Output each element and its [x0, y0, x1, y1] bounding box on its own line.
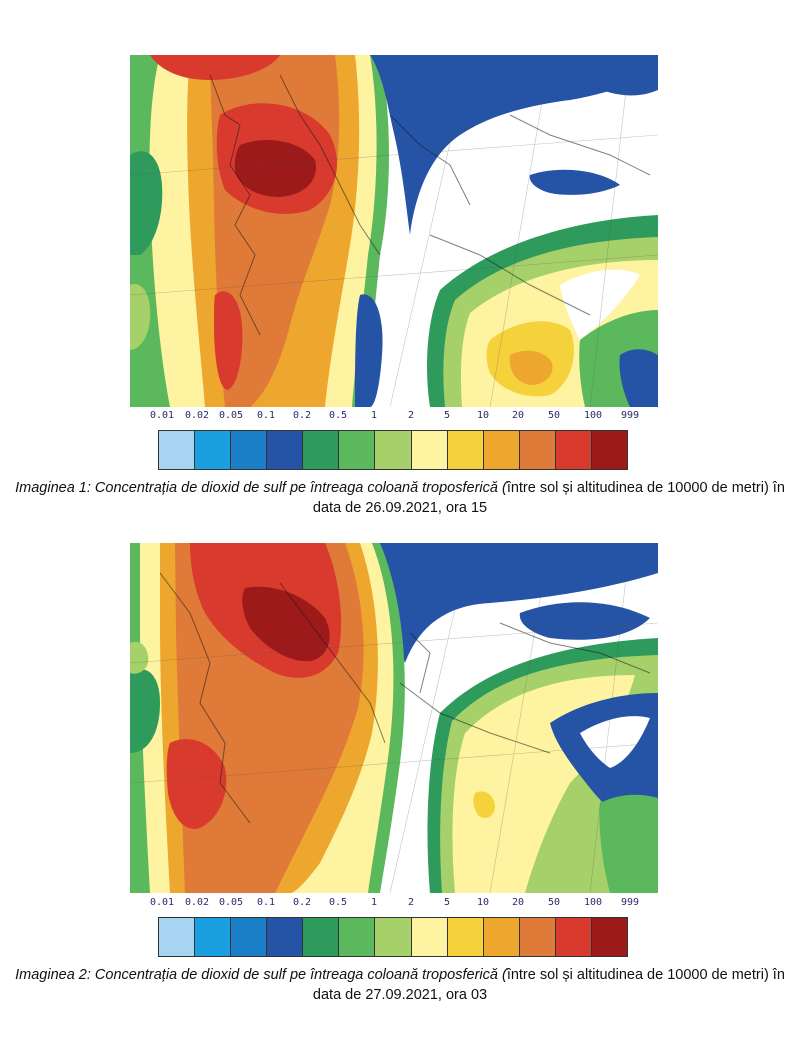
figure-2-caption: Imaginea 2: Concentrația de dioxid de su… — [0, 965, 800, 1005]
legend-tick: 100 — [583, 897, 603, 908]
legend-tick: 0.01 — [149, 897, 175, 908]
figure-2: 0.01 0.02 0.05 0.1 0.2 0.5 1 2 5 10 20 5… — [0, 535, 800, 1047]
legend-tick: 20 — [511, 897, 525, 908]
legend-tick: 20 — [511, 410, 525, 421]
colorbar-swatch-9 — [483, 918, 520, 956]
legend-tick: 50 — [547, 410, 561, 421]
colorbar-swatch-6 — [375, 918, 412, 956]
legend-tick: 0.05 — [218, 897, 244, 908]
legend-2-colorbar — [158, 917, 628, 957]
figure-1: 0.01 0.02 0.05 0.1 0.2 0.5 1 2 5 10 20 5… — [0, 55, 800, 518]
legend-tick: 0.05 — [218, 410, 244, 421]
legend-tick: 0.02 — [184, 410, 210, 421]
map-2-band-light-green-west — [130, 641, 149, 674]
legend-tick: 10 — [476, 897, 490, 908]
legend-tick: 0.1 — [256, 410, 276, 421]
figure-1-caption: Imaginea 1: Concentrația de dioxid de su… — [0, 478, 800, 518]
map-2-band-east-yellow — [473, 791, 495, 819]
legend-tick: 50 — [547, 897, 561, 908]
map-1-band-red-top — [150, 55, 280, 80]
colorbar-swatch-8 — [447, 431, 484, 469]
legend-tick: 0.02 — [184, 897, 210, 908]
legend-tick: 5 — [443, 897, 451, 908]
map-2-svg — [130, 543, 658, 893]
map-1-band-blue-north — [370, 55, 658, 235]
map-1-coastlines — [209, 74, 651, 336]
map-1-grid-lines — [130, 55, 658, 407]
colorbar-swatch-5 — [339, 918, 376, 956]
map-1-band-blue-east — [529, 169, 620, 195]
colorbar-swatch-11 — [555, 918, 592, 956]
colorbar-swatch-9 — [483, 431, 520, 469]
legend-2-tick-labels: 0.01 0.02 0.05 0.1 0.2 0.5 1 2 5 10 20 5… — [130, 897, 658, 911]
legend-tick: 0.01 — [149, 410, 175, 421]
legend-tick: 0.2 — [292, 410, 312, 421]
colorbar-swatch-12 — [591, 918, 628, 956]
colorbar-swatch-1 — [195, 918, 232, 956]
legend-tick: 100 — [583, 410, 603, 421]
legend-tick: 2 — [407, 410, 415, 421]
colorbar-swatch-5 — [339, 431, 376, 469]
figure-1-caption-plain: între sol și altitudinea de 10000 de met… — [312, 480, 785, 516]
legend-1-colorbar — [158, 430, 628, 470]
figure-1-caption-italic: Imaginea 1: Concentrația de dioxid de su… — [15, 480, 507, 496]
map-1-band-east-orange-yellow — [509, 350, 553, 385]
legend-tick: 0.5 — [328, 897, 348, 908]
colorbar-swatch-1 — [195, 431, 232, 469]
map-2-band-east-green-lower — [599, 794, 658, 893]
map-2-band-dark-green-west — [130, 669, 160, 753]
legend-1-tick-labels: 0.01 0.02 0.05 0.1 0.2 0.5 1 2 5 10 20 5… — [130, 410, 658, 424]
map-1-band-dark-green-west — [130, 151, 163, 255]
colorbar-swatch-0 — [159, 918, 196, 956]
map-1-band-dark-red — [234, 140, 316, 197]
colorbar-swatch-2 — [231, 431, 268, 469]
colorbar-swatch-4 — [303, 918, 340, 956]
colorbar-swatch-10 — [519, 918, 556, 956]
legend-tick: 999 — [620, 410, 640, 421]
legend-tick: 999 — [620, 897, 640, 908]
map-2-band-east-white-gap — [580, 716, 650, 768]
colorbar-swatch-12 — [591, 431, 628, 469]
colorbar-swatch-7 — [411, 918, 448, 956]
so2-concentration-map-2 — [130, 543, 658, 893]
colorbar-swatch-4 — [303, 431, 340, 469]
map-1-band-light-green-west — [130, 284, 151, 350]
map-1-band-red-south — [214, 291, 243, 390]
map-1-band-east-blue-lower — [619, 349, 658, 407]
legend-tick: 10 — [476, 410, 490, 421]
colorbar-swatch-8 — [447, 918, 484, 956]
legend-tick: 0.2 — [292, 897, 312, 908]
legend-tick: 1 — [370, 410, 378, 421]
map-2-band-red-southwest — [166, 739, 227, 829]
map-1-band-blue-south — [355, 294, 383, 407]
colorbar-swatch-7 — [411, 431, 448, 469]
legend-tick: 1 — [370, 897, 378, 908]
legend-tick: 0.1 — [256, 897, 276, 908]
legend-tick: 5 — [443, 410, 451, 421]
map-2-coastlines — [159, 572, 651, 824]
colorbar-swatch-11 — [555, 431, 592, 469]
legend-tick: 2 — [407, 897, 415, 908]
map-2-band-blue-east — [519, 602, 650, 640]
map-2-grid-lines — [130, 543, 658, 893]
figure-2-caption-italic: Imaginea 2: Concentrația de dioxid de su… — [15, 967, 507, 983]
colorbar-swatch-3 — [267, 918, 304, 956]
colorbar-swatch-10 — [519, 431, 556, 469]
colorbar-swatch-3 — [267, 431, 304, 469]
map-1-svg — [130, 55, 658, 407]
map-2-band-dark-red — [242, 586, 330, 662]
map-1-band-east-gap — [560, 269, 640, 340]
map-1-band-blue-northeast — [550, 55, 658, 96]
colorbar-swatch-0 — [159, 431, 196, 469]
figure-2-caption-plain: între sol și altitudinea de 10000 de met… — [312, 967, 785, 1003]
legend-tick: 0.5 — [328, 410, 348, 421]
colorbar-swatch-2 — [231, 918, 268, 956]
colorbar-swatch-6 — [375, 431, 412, 469]
so2-concentration-map-1 — [130, 55, 658, 407]
